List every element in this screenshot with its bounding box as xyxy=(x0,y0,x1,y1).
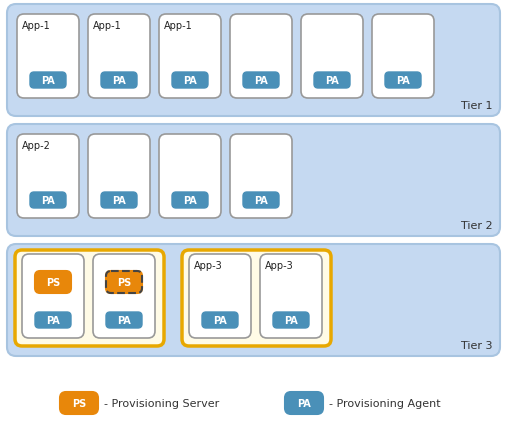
Text: PA: PA xyxy=(183,195,197,205)
Text: PA: PA xyxy=(254,76,268,86)
FancyBboxPatch shape xyxy=(301,15,363,99)
Text: PA: PA xyxy=(112,76,126,86)
Text: PA: PA xyxy=(396,76,410,86)
FancyBboxPatch shape xyxy=(314,73,350,89)
Text: App-1: App-1 xyxy=(93,21,122,31)
Text: - Provisioning Agent: - Provisioning Agent xyxy=(329,398,441,408)
FancyBboxPatch shape xyxy=(230,135,292,219)
Text: PA: PA xyxy=(284,315,298,325)
FancyBboxPatch shape xyxy=(106,312,142,328)
FancyBboxPatch shape xyxy=(17,15,79,99)
FancyBboxPatch shape xyxy=(189,254,251,338)
FancyBboxPatch shape xyxy=(88,15,150,99)
FancyBboxPatch shape xyxy=(7,5,500,117)
FancyBboxPatch shape xyxy=(372,15,434,99)
FancyBboxPatch shape xyxy=(159,15,221,99)
Text: PA: PA xyxy=(213,315,227,325)
FancyBboxPatch shape xyxy=(93,254,155,338)
Text: App-3: App-3 xyxy=(265,261,294,270)
Text: PS: PS xyxy=(72,398,86,408)
Text: - Provisioning Server: - Provisioning Server xyxy=(104,398,219,408)
FancyBboxPatch shape xyxy=(101,193,137,208)
FancyBboxPatch shape xyxy=(35,312,71,328)
FancyBboxPatch shape xyxy=(7,125,500,237)
FancyBboxPatch shape xyxy=(182,251,331,346)
FancyBboxPatch shape xyxy=(60,392,98,414)
FancyBboxPatch shape xyxy=(35,272,71,293)
FancyBboxPatch shape xyxy=(30,73,66,89)
FancyBboxPatch shape xyxy=(106,272,142,293)
FancyBboxPatch shape xyxy=(243,193,279,208)
FancyBboxPatch shape xyxy=(172,73,208,89)
Text: PA: PA xyxy=(254,195,268,205)
Text: App-1: App-1 xyxy=(164,21,193,31)
Text: PA: PA xyxy=(41,195,55,205)
Text: Tier 2: Tier 2 xyxy=(461,220,493,230)
FancyBboxPatch shape xyxy=(260,254,322,338)
Text: PA: PA xyxy=(41,76,55,86)
FancyBboxPatch shape xyxy=(30,193,66,208)
FancyBboxPatch shape xyxy=(101,73,137,89)
FancyBboxPatch shape xyxy=(285,392,323,414)
FancyBboxPatch shape xyxy=(172,193,208,208)
Text: PA: PA xyxy=(325,76,339,86)
Text: App-2: App-2 xyxy=(22,141,51,151)
FancyBboxPatch shape xyxy=(88,135,150,219)
FancyBboxPatch shape xyxy=(230,15,292,99)
FancyBboxPatch shape xyxy=(15,251,164,346)
FancyBboxPatch shape xyxy=(22,254,84,338)
FancyBboxPatch shape xyxy=(202,312,238,328)
FancyBboxPatch shape xyxy=(273,312,309,328)
Text: PA: PA xyxy=(117,315,131,325)
Text: App-3: App-3 xyxy=(194,261,223,270)
FancyBboxPatch shape xyxy=(385,73,421,89)
Text: PS: PS xyxy=(46,277,60,287)
Text: PA: PA xyxy=(297,398,311,408)
Text: PA: PA xyxy=(112,195,126,205)
FancyBboxPatch shape xyxy=(243,73,279,89)
Text: PA: PA xyxy=(46,315,60,325)
Text: Tier 3: Tier 3 xyxy=(462,340,493,350)
Text: App-1: App-1 xyxy=(22,21,51,31)
Text: Tier 1: Tier 1 xyxy=(462,101,493,111)
FancyBboxPatch shape xyxy=(159,135,221,219)
Text: PA: PA xyxy=(183,76,197,86)
Text: PS: PS xyxy=(117,277,131,287)
FancyBboxPatch shape xyxy=(7,244,500,356)
FancyBboxPatch shape xyxy=(17,135,79,219)
